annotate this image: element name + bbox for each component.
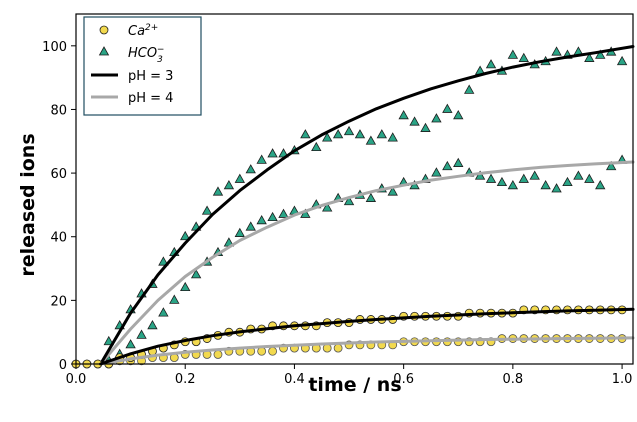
legend-label: pH = 4 bbox=[128, 91, 173, 106]
data-point bbox=[365, 192, 377, 202]
data-point bbox=[605, 160, 617, 171]
y-tick-label: 100 bbox=[42, 40, 67, 55]
data-point bbox=[409, 116, 420, 126]
x-tick-label: 0.8 bbox=[503, 372, 524, 387]
data-point bbox=[463, 84, 475, 94]
data-point bbox=[431, 167, 442, 177]
data-point bbox=[136, 329, 147, 339]
fit-line bbox=[99, 307, 635, 366]
data-point bbox=[125, 339, 136, 349]
data-point bbox=[343, 125, 355, 136]
data-point bbox=[245, 164, 256, 174]
data-point bbox=[507, 49, 519, 59]
data-point bbox=[485, 59, 497, 69]
data-point bbox=[453, 110, 464, 120]
data-point bbox=[213, 350, 223, 359]
data-point bbox=[245, 221, 256, 231]
data-point bbox=[169, 294, 180, 304]
data-point bbox=[180, 281, 191, 292]
data-point bbox=[300, 129, 311, 139]
x-axis-title: time / ns bbox=[308, 374, 401, 396]
data-point bbox=[256, 154, 267, 164]
data-point bbox=[595, 49, 606, 59]
data-point bbox=[518, 173, 529, 183]
data-point bbox=[267, 211, 278, 222]
data-point bbox=[442, 160, 453, 171]
legend-label: pH = 3 bbox=[128, 69, 173, 84]
data-point bbox=[529, 170, 540, 180]
data-point bbox=[333, 343, 343, 353]
data-point bbox=[234, 227, 246, 237]
data-point bbox=[616, 55, 628, 66]
legend-label: Ca2+ bbox=[128, 23, 158, 39]
data-point bbox=[234, 173, 246, 183]
plot-frame bbox=[75, 13, 634, 365]
data-point bbox=[147, 320, 158, 330]
legend-marker-triangle bbox=[98, 46, 110, 56]
data-point bbox=[180, 230, 191, 241]
data-point bbox=[562, 176, 573, 187]
data-point bbox=[551, 183, 562, 193]
data-point bbox=[103, 335, 114, 346]
data-point bbox=[278, 208, 289, 218]
data-point bbox=[158, 256, 169, 266]
data-point bbox=[322, 202, 333, 212]
data-point bbox=[387, 132, 398, 142]
data-point bbox=[354, 129, 366, 139]
data-point bbox=[256, 215, 267, 225]
data-point bbox=[551, 46, 562, 56]
data-point bbox=[201, 205, 213, 215]
x-tick-label: 1.0 bbox=[612, 372, 633, 387]
fit-line bbox=[99, 160, 635, 366]
x-tick-label: 0.4 bbox=[284, 372, 305, 387]
data-point bbox=[190, 269, 202, 279]
fit-line bbox=[99, 45, 635, 366]
data-point bbox=[158, 307, 169, 317]
data-point bbox=[420, 122, 431, 132]
legend-marker-circle bbox=[99, 25, 109, 35]
y-tick-label: 80 bbox=[50, 103, 67, 118]
data-point bbox=[507, 180, 519, 190]
data-point bbox=[485, 173, 497, 183]
data-point bbox=[584, 52, 595, 62]
data-point bbox=[496, 176, 508, 187]
data-point bbox=[453, 157, 464, 167]
plot-area bbox=[71, 45, 635, 369]
data-point bbox=[398, 110, 409, 120]
data-point bbox=[376, 129, 387, 139]
data-point bbox=[322, 132, 333, 142]
data-point bbox=[268, 346, 277, 356]
data-point bbox=[540, 180, 551, 190]
data-point bbox=[365, 135, 377, 145]
data-point bbox=[595, 180, 606, 190]
data-point bbox=[518, 52, 529, 62]
data-point bbox=[387, 186, 398, 196]
data-point bbox=[573, 170, 584, 180]
data-point bbox=[431, 113, 442, 123]
data-point bbox=[343, 195, 355, 206]
y-axis-title: released ions bbox=[17, 133, 39, 276]
legend: Ca2+ HCO3− pH = 3 pH = 4 bbox=[83, 16, 202, 116]
legend-label: HCO3− bbox=[128, 45, 164, 65]
y-tick-label: 0 bbox=[59, 358, 67, 373]
x-tick-label: 0.0 bbox=[66, 372, 87, 387]
data-point bbox=[584, 173, 595, 183]
x-tick-label: 0.2 bbox=[175, 372, 196, 387]
data-point bbox=[442, 103, 453, 113]
data-point bbox=[212, 186, 224, 196]
data-point bbox=[332, 129, 344, 139]
data-point bbox=[311, 141, 322, 152]
x-tick-label: 0.6 bbox=[393, 372, 414, 387]
fit-line bbox=[99, 336, 635, 366]
y-tick-label: 60 bbox=[50, 167, 67, 182]
data-point bbox=[267, 148, 278, 158]
axes: 0.0 0.2 0.4 0.6 0.8 1.0 0 20 40 60 80 100 bbox=[42, 13, 634, 387]
y-tick-label: 40 bbox=[50, 231, 67, 246]
data-point bbox=[223, 180, 235, 190]
y-tick-label: 20 bbox=[50, 294, 67, 309]
